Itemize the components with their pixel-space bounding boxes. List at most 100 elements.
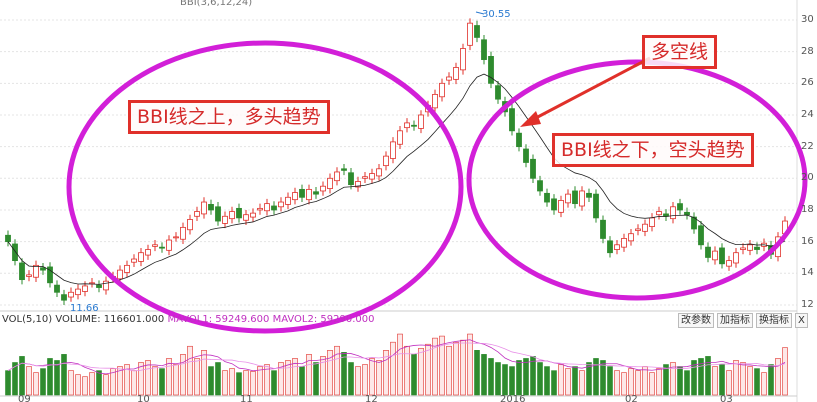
volume-bar: [110, 368, 116, 396]
edit-params-button[interactable]: 改参数: [678, 313, 714, 328]
candle-body: [299, 188, 305, 198]
candle-body: [257, 207, 263, 211]
candle-body: [271, 205, 277, 211]
note-bbi-line: 多空线: [642, 35, 718, 69]
volume-bar: [565, 368, 571, 396]
switch-indicator-button[interactable]: 换指标: [756, 313, 792, 328]
candle-body: [229, 211, 235, 220]
volume-bar: [173, 364, 179, 396]
candle-body: [453, 67, 459, 80]
volume-bar: [642, 366, 648, 396]
volume-value: VOLUME: 116601.000: [55, 314, 165, 325]
volume-bar: [327, 350, 333, 396]
candle-body: [145, 249, 151, 256]
candle-body: [264, 203, 270, 212]
candle-body: [54, 284, 60, 293]
volume-bar: [68, 370, 74, 396]
volume-bar: [152, 366, 158, 396]
volume-bar: [607, 366, 613, 396]
volume-bar: [208, 366, 214, 396]
volume-bar: [376, 360, 382, 396]
note-below-bbi: BBI线之下，空头趋势: [552, 133, 754, 167]
candle-body: [488, 56, 494, 84]
volume-bar: [89, 372, 95, 396]
candle-body: [558, 200, 564, 213]
volume-bar: [117, 366, 123, 396]
candle-body: [635, 228, 641, 231]
candle-body: [418, 114, 424, 129]
volume-bar: [243, 370, 249, 396]
candle-body: [124, 264, 130, 273]
candle-body: [523, 148, 529, 163]
volume-bar: [453, 341, 459, 396]
candle-body: [628, 233, 634, 242]
x-tick-label: 09: [18, 394, 31, 402]
candle-body: [166, 239, 172, 251]
candle-body: [656, 211, 662, 216]
candle-body: [68, 291, 74, 298]
volume-bar: [782, 347, 788, 396]
volume-bar: [558, 364, 564, 396]
candle-body: [411, 124, 417, 127]
volume-bar: [369, 358, 375, 396]
candle-body: [719, 247, 725, 265]
candle-body: [677, 203, 683, 211]
volume-bar: [54, 360, 60, 396]
volume-bar: [362, 364, 368, 396]
volume-bar: [572, 366, 578, 396]
candle-body: [285, 196, 291, 205]
volume-bar: [495, 362, 501, 396]
volume-bar: [187, 345, 193, 396]
volume-bar: [446, 345, 452, 396]
volume-bar: [40, 368, 46, 396]
candle-body: [369, 173, 375, 180]
volume-bar: [698, 358, 704, 396]
candle-body: [215, 206, 221, 222]
volume-bar: [551, 370, 557, 396]
volume-bar: [103, 374, 109, 396]
candle-body: [397, 130, 403, 145]
volume-bar: [236, 372, 242, 396]
mavol2-value: MAVOL2: 59290.000: [272, 314, 375, 325]
volume-bar: [222, 370, 228, 396]
volume-bar: [5, 370, 11, 396]
volume-bar: [488, 358, 494, 396]
candle-body: [684, 211, 690, 216]
candle-body: [712, 250, 718, 261]
volume-bar: [306, 354, 312, 396]
volume-bar: [537, 362, 543, 396]
volume-bar: [586, 362, 592, 396]
volume-bar: [775, 358, 781, 396]
volume-bar: [740, 362, 746, 396]
volume-bar: [138, 362, 144, 396]
candle-body: [292, 192, 298, 201]
volume-bar: [726, 370, 732, 396]
candle-body: [439, 82, 445, 98]
volume-bar: [530, 356, 536, 396]
volume-bar: [215, 362, 221, 396]
candle-body: [313, 191, 319, 195]
add-indicator-button[interactable]: 加指标: [717, 313, 753, 328]
candle-body: [222, 215, 228, 224]
candle-body: [187, 219, 193, 231]
volume-bar: [159, 368, 165, 396]
candle-body: [152, 244, 158, 247]
candle-body: [61, 294, 67, 301]
candle-body: [47, 266, 53, 284]
candle-body: [243, 214, 249, 221]
y-tick-label: 22: [801, 140, 814, 152]
y-tick-label: 16: [801, 235, 814, 247]
candle-body: [642, 223, 648, 232]
volume-bar: [292, 358, 298, 396]
candle-body: [586, 192, 592, 198]
close-indicator-button[interactable]: X: [795, 313, 808, 328]
candle-body: [131, 258, 137, 263]
volume-bar: [355, 366, 361, 396]
volume-bar: [264, 364, 270, 396]
candle-body: [614, 244, 620, 250]
volume-bar: [544, 366, 550, 396]
volume-bar: [649, 372, 655, 396]
y-tick-label: 14: [801, 267, 814, 279]
